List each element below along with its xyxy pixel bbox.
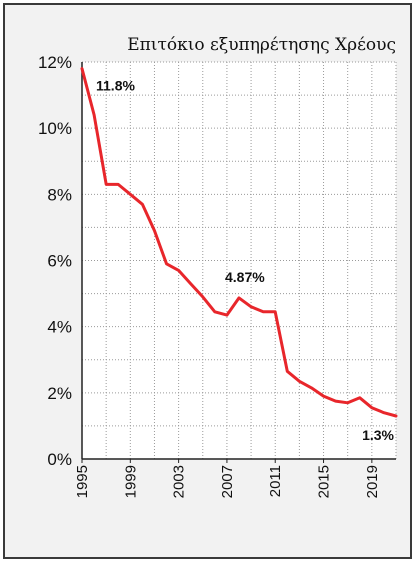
y-tick-label: 6% — [47, 252, 72, 271]
series-line — [80, 67, 398, 418]
y-tick-label: 2% — [47, 384, 72, 403]
y-tick-label: 8% — [47, 185, 72, 204]
x-tick-label: 2011 — [267, 465, 284, 497]
y-tick-label: 12% — [38, 53, 72, 72]
chart-title: Επιτόκιο εξυπηρέτησης Χρέους — [127, 35, 396, 55]
x-tick-label: 2015 — [316, 465, 333, 498]
y-tick-label: 4% — [47, 318, 72, 337]
y-tick-label: 10% — [38, 119, 72, 138]
data-label: 4.87% — [225, 269, 265, 285]
x-tick-label: 2019 — [364, 465, 381, 498]
axes — [81, 62, 396, 463]
y-tick-label: 0% — [47, 450, 72, 469]
y-tick-labels: 0% 2% 4% 6% 8% 10% 12% — [38, 53, 72, 469]
x-tick-label: 1999 — [122, 465, 139, 498]
data-label: 1.3% — [362, 427, 394, 443]
data-annotations: 11.8% 4.87% 1.3% — [96, 78, 395, 443]
data-label: 11.8% — [96, 78, 135, 94]
x-tick-label: 2007 — [219, 465, 236, 498]
x-tick-label: 1995 — [74, 465, 91, 498]
grid-lines — [82, 61, 397, 459]
x-tick-label: 2003 — [171, 465, 188, 498]
x-tick-labels: 1995 1999 2003 2007 2011 2015 2019 — [74, 465, 381, 498]
